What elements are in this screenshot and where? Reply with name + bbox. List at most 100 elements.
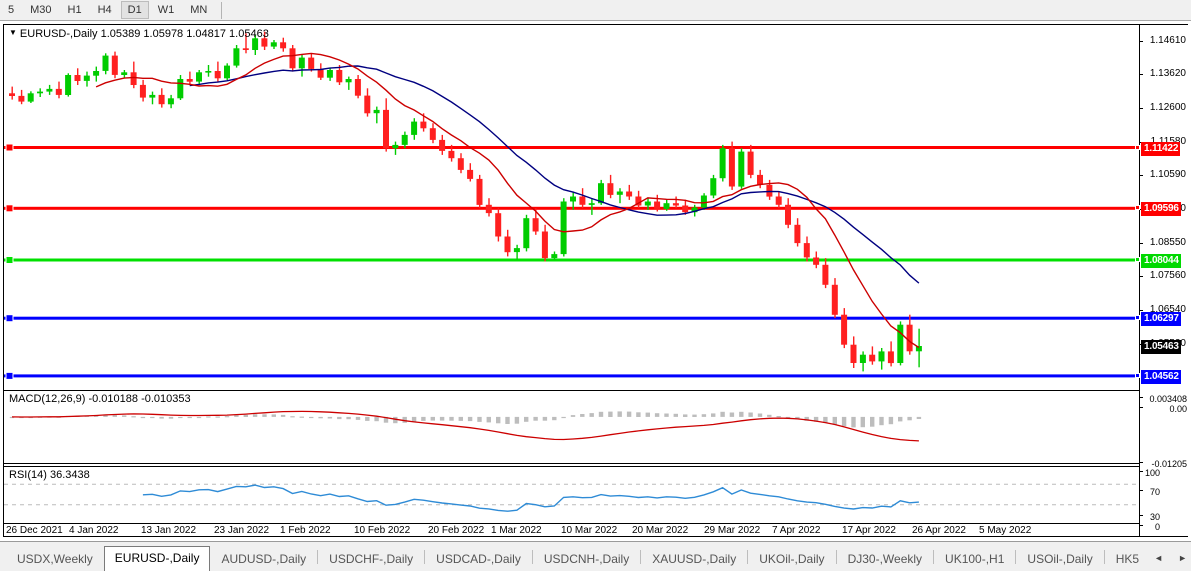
date-tick-label: 1 Mar 2022: [491, 525, 542, 536]
chart-tab[interactable]: USDCAD-,Daily: [436, 552, 521, 566]
timeframe-button-w1[interactable]: W1: [157, 4, 175, 16]
macd-tick-mark: [1140, 462, 1143, 463]
price-tick-mark: [1140, 175, 1143, 177]
tab-divider: [1103, 550, 1105, 564]
price-level-tag[interactable]: 1.06297: [1141, 312, 1181, 327]
rsi-tick-mark: [1140, 525, 1143, 526]
chart-tab[interactable]: UKOil-,Daily: [759, 552, 825, 566]
chart-tab-bar: USDX,Weekly EURUSD-,Daily AUDUSD-,Daily USD…: [0, 541, 1191, 571]
price-level-tag[interactable]: 1.09596: [1141, 202, 1181, 217]
tab-scroll-right-icon[interactable]: ►: [1178, 553, 1187, 563]
price-level-tag[interactable]: 1.04562: [1141, 369, 1181, 384]
rsi-tick-mark: [1140, 490, 1143, 491]
price-tick-label: 1.10590: [1149, 169, 1186, 181]
price-tick-mark: [1140, 276, 1143, 278]
chart-tab[interactable]: USDCHF-,Daily: [329, 552, 414, 566]
macd-tick-label: 0.003408: [1149, 394, 1187, 404]
price-level-tag[interactable]: 1.05463: [1141, 339, 1181, 354]
macd-svg: [9, 410, 922, 442]
rsi-tick-label: 30: [1149, 512, 1160, 522]
timeframe-toolbar: 5 M30 H1 H4 D1 W1 MN: [0, 0, 1191, 21]
date-tick-label: 20 Mar 2022: [632, 525, 689, 536]
rsi-label: RSI(14) 36.3438: [9, 469, 90, 481]
tab-divider: [317, 550, 319, 564]
macd-pane[interactable]: MACD(12,26,9) -0.010188 -0.010353: [4, 390, 1139, 464]
chart-tab[interactable]: USOil-,Daily: [1027, 552, 1093, 566]
date-tick-label: 26 Apr 2022: [912, 525, 966, 536]
rsi-svg: [4, 483, 1139, 512]
chart-tab[interactable]: USDX,Weekly: [17, 552, 93, 566]
price-tick-label: 1.14610: [1149, 35, 1186, 47]
price-level-tag[interactable]: 1.11422: [1141, 141, 1181, 156]
date-tick-label: 17 Apr 2022: [842, 525, 896, 536]
chart-tab[interactable]: XAUUSD-,Daily: [652, 552, 737, 566]
date-tick-label: 26 Dec 2021: [6, 525, 63, 536]
rsi-tick-mark: [1140, 515, 1143, 516]
price-tick-mark: [1140, 41, 1143, 43]
price-tick-label: 1.08550: [1149, 237, 1186, 249]
level-drag-handle[interactable]: [1135, 257, 1140, 262]
macd-tick-label: -0.01205: [1151, 459, 1187, 469]
timeframe-button-d1[interactable]: D1: [120, 1, 149, 19]
macd-label: MACD(12,26,9) -0.010188 -0.010353: [9, 393, 191, 405]
level-drag-handle[interactable]: [1135, 315, 1140, 321]
price-axis[interactable]: 1.146101.136201.126001.115801.105901.095…: [1135, 25, 1188, 536]
rsi-tick-mark: [1140, 471, 1143, 472]
macd-tick-label: 0.00: [1169, 404, 1187, 414]
rsi-tick-label: 70: [1149, 487, 1160, 497]
price-tick-mark: [1140, 310, 1143, 312]
candlestick-svg: [4, 31, 1139, 380]
timeframe-button-mn[interactable]: MN: [190, 4, 208, 16]
chart-area[interactable]: ▼ EURUSD-,Daily 1.05389 1.05978 1.04817 1…: [3, 24, 1188, 537]
tab-scroll-left-icon[interactable]: ◄: [1154, 553, 1164, 563]
price-chart-pane[interactable]: ▼ EURUSD-,Daily 1.05389 1.05978 1.04817 1…: [4, 25, 1139, 388]
chart-tab[interactable]: AUDUSD-,Daily: [221, 552, 307, 566]
price-tick-label: 1.06540: [1149, 304, 1186, 316]
chart-tab[interactable]: UK100-,H1: [945, 552, 1005, 566]
price-tick-label: 1.12600: [1149, 102, 1186, 114]
level-drag-handle[interactable]: [1135, 205, 1140, 211]
macd-tick-mark: [1140, 397, 1143, 398]
tab-divider: [640, 550, 642, 564]
date-tick-label: 1 Feb 2022: [280, 525, 331, 536]
price-level-tag[interactable]: 1.08044: [1141, 254, 1181, 268]
chart-tab-active[interactable]: EURUSD-,Daily: [103, 546, 211, 571]
timeframe-button-m30[interactable]: M30: [30, 4, 52, 16]
date-tick-label: 7 Apr 2022: [772, 525, 821, 536]
macd-tick-mark: [1140, 407, 1143, 408]
date-tick-label: 23 Jan 2022: [214, 525, 270, 536]
timeframe-button-h1[interactable]: H1: [67, 4, 82, 16]
toolbar-divider: [221, 1, 223, 19]
chart-tab[interactable]: USDCNH-,Daily: [543, 552, 630, 566]
date-tick-label: 13 Jan 2022: [141, 525, 197, 536]
rsi-tick-label: 100: [1144, 468, 1160, 478]
quote-text: EURUSD-,Daily 1.05389 1.05978 1.04817 1.…: [19, 28, 269, 40]
chart-tab[interactable]: DJ30-,Weekly: [847, 552, 923, 566]
price-tick-mark: [1140, 108, 1143, 110]
tab-divider: [531, 550, 533, 564]
price-tick-label: 1.07560: [1149, 270, 1186, 282]
tab-divider: [747, 550, 749, 564]
tab-divider: [835, 550, 837, 564]
tab-divider: [1015, 550, 1017, 564]
date-tick-label: 10 Feb 2022: [354, 525, 411, 536]
date-tick-label: 5 May 2022: [979, 525, 1032, 536]
date-axis: 26 Dec 2021 4 Jan 2022 13 Jan 2022 23 Jan 2…: [4, 523, 1139, 537]
chart-tab[interactable]: HK5: [1115, 552, 1140, 566]
tab-divider: [933, 550, 935, 564]
collapse-arrow-icon[interactable]: ▼: [9, 28, 17, 37]
price-tick-mark: [1140, 243, 1143, 245]
date-tick-label: 4 Jan 2022: [69, 525, 119, 536]
price-tick-label: 1.13620: [1149, 68, 1186, 80]
timeframe-button-h4[interactable]: H4: [97, 4, 112, 16]
level-drag-handle[interactable]: [1135, 144, 1140, 150]
level-drag-handle[interactable]: [1135, 372, 1140, 378]
date-tick-label: 10 Mar 2022: [561, 525, 618, 536]
rsi-pane[interactable]: RSI(14) 36.3438: [4, 466, 1139, 522]
tab-divider: [424, 550, 426, 564]
price-tick-mark: [1140, 74, 1143, 76]
date-tick-label: 29 Mar 2022: [704, 525, 761, 536]
date-tick-label: 20 Feb 2022: [428, 525, 485, 536]
timeframe-button-m5[interactable]: 5: [8, 4, 15, 16]
